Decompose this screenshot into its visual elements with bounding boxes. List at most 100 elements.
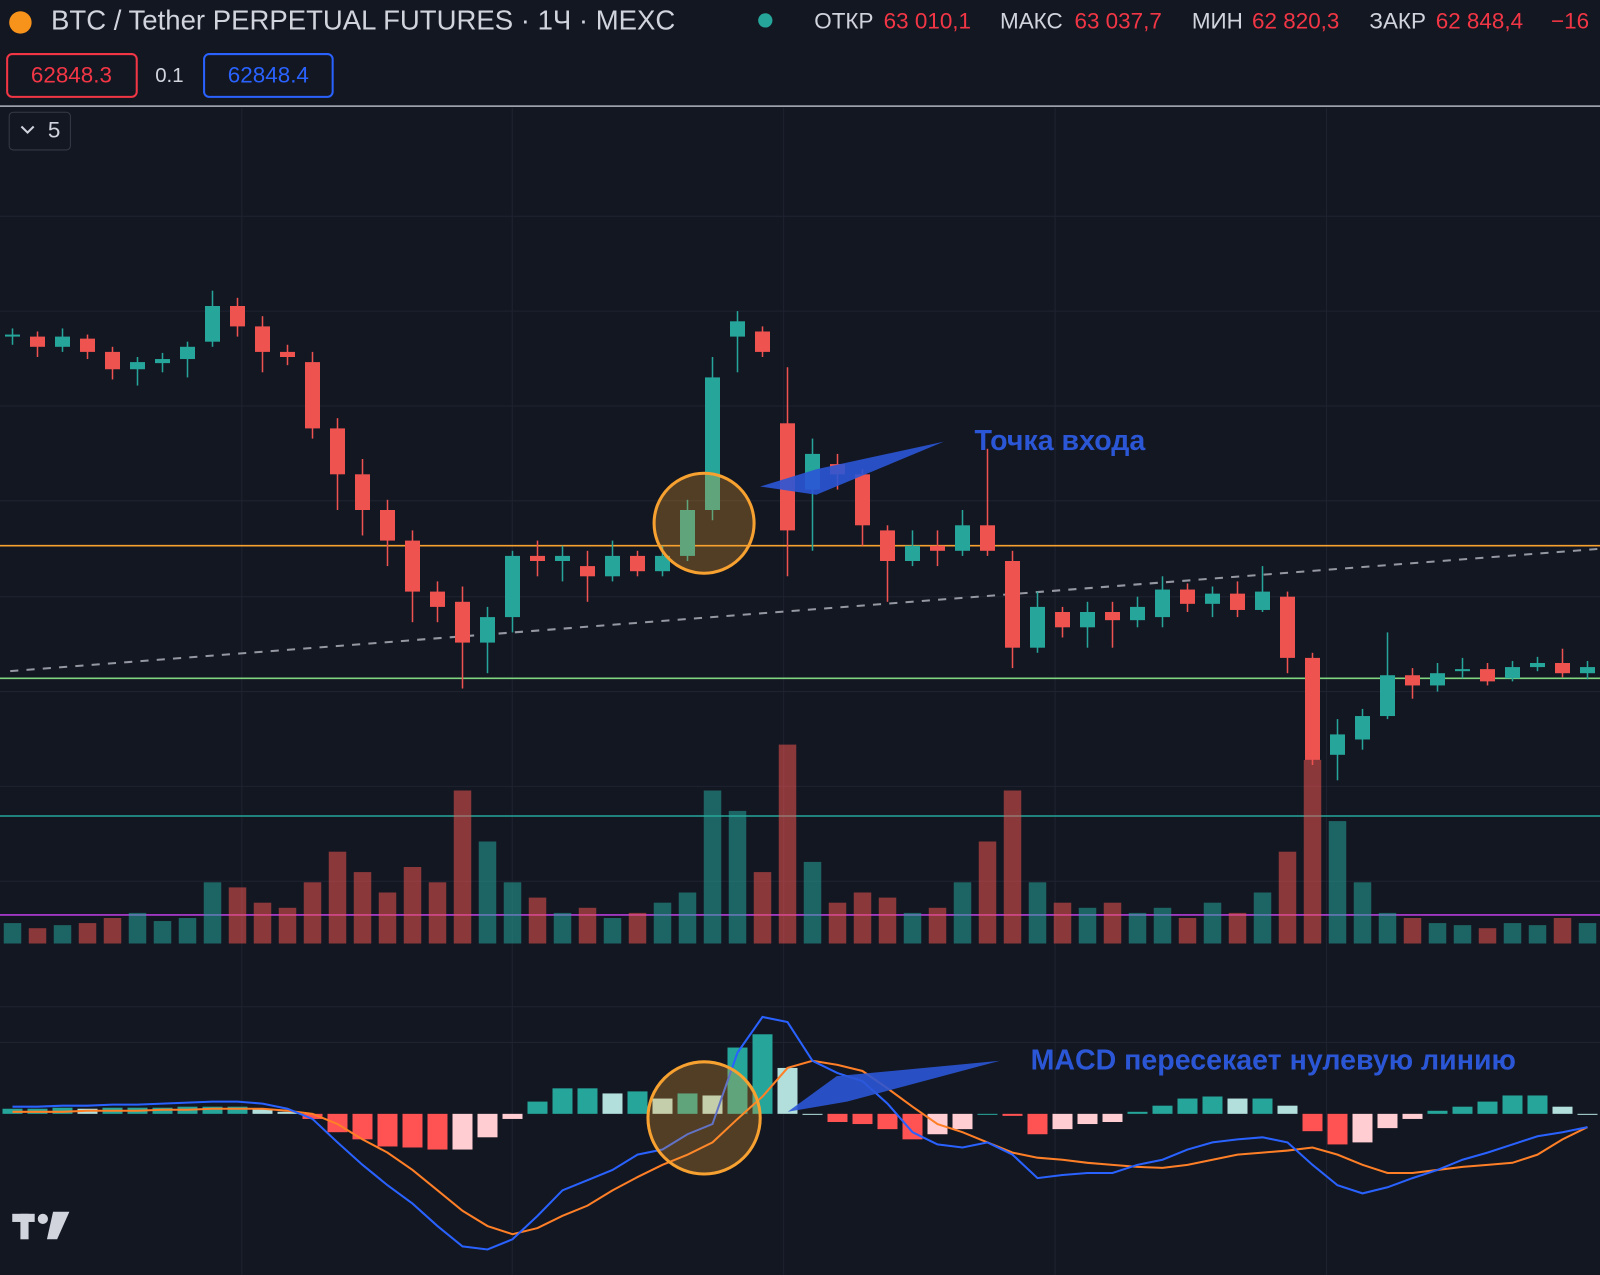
macd-histogram-bar (1452, 1106, 1473, 1114)
candle-body (1555, 663, 1570, 674)
volume-bar (753, 872, 772, 944)
volume-bar (803, 861, 822, 944)
candle-body (1405, 675, 1420, 686)
macd-histogram-bar (1052, 1113, 1073, 1130)
ohlc-value: 63 037,7 (1074, 8, 1161, 33)
volume-bar (1228, 912, 1247, 944)
volume-bar (728, 810, 747, 944)
sell-price[interactable]: 62848.3 (31, 62, 112, 87)
macd-histogram-bar (502, 1113, 523, 1119)
macd-line (12, 1015, 1588, 1251)
macd-histogram-bar (1102, 1113, 1123, 1122)
volume-bar (1303, 759, 1322, 944)
macd-histogram-bar (477, 1113, 498, 1138)
macd-histogram-bar (427, 1113, 448, 1150)
indicators-toggle[interactable] (8, 111, 71, 151)
candle-body (855, 474, 871, 526)
volume-bar (153, 921, 172, 944)
candle-body (480, 617, 495, 643)
candle-body (305, 362, 320, 429)
volume-bar (103, 918, 122, 944)
macd-histogram-bar (452, 1113, 473, 1150)
macd-histogram-bar (1502, 1095, 1523, 1114)
buy-button[interactable] (203, 53, 334, 98)
annotation: Точка входа (974, 425, 1146, 457)
volume-bar (303, 882, 322, 944)
volume-bar (1103, 902, 1122, 944)
candle-body (905, 545, 921, 561)
candle-body (730, 321, 746, 337)
candle-body (1455, 669, 1470, 672)
volume-bar (1428, 923, 1447, 944)
volume-bar (653, 902, 672, 944)
candle-body (930, 545, 946, 551)
ohlc-label: МИН (1192, 8, 1243, 33)
macd-histogram-bar (1377, 1113, 1398, 1129)
macd-histogram-bar (652, 1098, 673, 1114)
macd-histogram-bar (1252, 1098, 1273, 1114)
macd-histogram-bar (252, 1108, 273, 1114)
macd-histogram-bar (227, 1106, 248, 1114)
ohlc-label: ОТКР (814, 8, 873, 33)
volume-bar (353, 872, 372, 944)
candle-body (1155, 589, 1170, 618)
arrow (760, 441, 944, 495)
macd-histogram-bar (1152, 1105, 1173, 1114)
macd-histogram-bar (552, 1088, 573, 1114)
candle-body (1305, 657, 1320, 760)
macd-histogram-bar (902, 1113, 923, 1140)
volume-bar (28, 928, 47, 944)
volume-bar (628, 912, 647, 944)
volume-bar (1028, 882, 1047, 944)
macd-histogram-bar (777, 1067, 798, 1114)
volume-bar (328, 851, 347, 944)
volume-bar (128, 912, 147, 944)
macd-histogram-bar (827, 1113, 848, 1122)
candle-body (580, 566, 596, 577)
indicators-count[interactable]: 5 (48, 118, 60, 143)
candle-body (1480, 669, 1495, 682)
candle-body (405, 540, 420, 592)
macd-histogram-bar (677, 1093, 698, 1114)
candle-body (1505, 667, 1520, 679)
plot (0, 290, 1600, 1251)
volume-bar (1053, 902, 1072, 944)
chevron[interactable] (20, 125, 35, 135)
symbol-title: BTC / Tether PERPETUAL FUTURES · 1Ч · ME… (51, 5, 675, 36)
volume-bar (903, 912, 922, 944)
candle-body (880, 530, 896, 561)
macd-histogram-bar (1077, 1113, 1098, 1125)
macd-histogram-bar (1027, 1113, 1048, 1135)
candle-body (1030, 606, 1045, 648)
volume-bar (878, 897, 897, 944)
volume-bar (578, 907, 597, 944)
buy-price[interactable]: 62848.4 (228, 62, 309, 87)
ohlc-label: МАКС (1000, 8, 1063, 33)
macd-histogram-bar (952, 1113, 973, 1130)
sell-button[interactable] (6, 53, 138, 98)
macd-histogram-bar (1402, 1113, 1423, 1119)
volume-bar (1553, 918, 1572, 944)
candle-body (380, 510, 395, 541)
volume-bar (378, 892, 397, 944)
macd-histogram-bar (1527, 1095, 1548, 1114)
macd-histogram-bar (627, 1091, 648, 1114)
macd-histogram-bar (1352, 1113, 1373, 1143)
volume-bar (1578, 923, 1597, 944)
candle-body (205, 306, 220, 342)
volume-bar (1078, 907, 1097, 944)
candle-body (955, 525, 971, 551)
volume-bar (1353, 882, 1372, 944)
macd-histogram-bar (1327, 1113, 1348, 1145)
volume-bar (553, 912, 572, 944)
macd-histogram-bar (302, 1113, 323, 1119)
candle-body (105, 351, 120, 370)
volume-bar (928, 907, 947, 944)
volume-bar (1203, 902, 1222, 944)
volume-bar (1503, 923, 1522, 944)
arrow (787, 1060, 1000, 1112)
macd-histogram-bar (202, 1106, 223, 1114)
candle-body (630, 555, 646, 572)
